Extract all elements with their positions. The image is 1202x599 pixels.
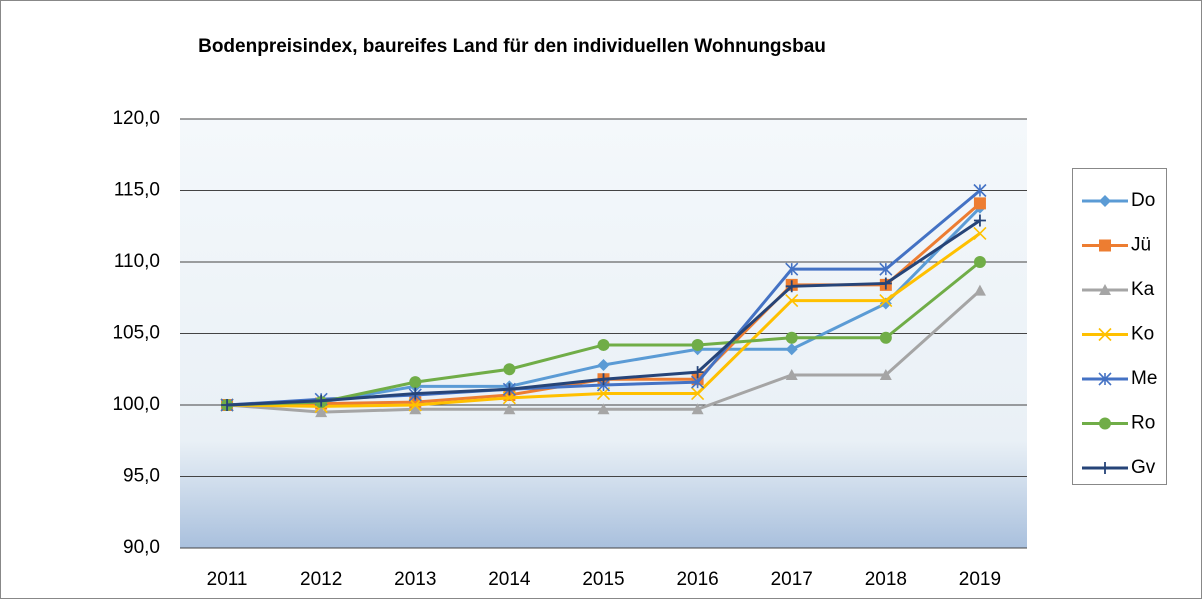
data-point <box>315 394 328 407</box>
data-point <box>785 262 799 276</box>
data-point <box>691 366 704 379</box>
data-point <box>503 383 516 396</box>
y-tick-label: 95,0 <box>123 466 160 487</box>
data-point <box>597 373 610 386</box>
x-tick-label: 2014 <box>488 569 531 590</box>
legend-marker <box>1099 284 1111 295</box>
y-tick-label: 115,0 <box>114 180 160 201</box>
legend-label: Ko <box>1131 324 1154 345</box>
legend-marker <box>1099 195 1111 207</box>
data-point <box>315 406 328 418</box>
data-point <box>879 331 892 344</box>
data-point <box>221 399 234 411</box>
x-tick-label: 2015 <box>582 569 624 590</box>
data-point <box>785 280 798 293</box>
legend-label: Do <box>1131 190 1155 211</box>
legend-marker <box>1099 462 1111 474</box>
data-point <box>691 386 705 401</box>
data-point <box>973 284 986 296</box>
data-point <box>691 338 704 351</box>
data-point <box>879 262 893 276</box>
data-point <box>785 331 798 344</box>
data-point <box>597 338 610 351</box>
data-point <box>691 375 705 389</box>
y-tick-label: 120,0 <box>112 108 160 129</box>
y-tick-label: 105,0 <box>112 323 160 344</box>
data-point <box>597 358 610 371</box>
x-tick-label: 2019 <box>959 569 1001 590</box>
data-point <box>785 343 798 356</box>
legend-marker <box>1098 372 1112 386</box>
legend-box <box>1072 168 1167 485</box>
legend-label: Me <box>1131 368 1157 389</box>
data-point <box>879 277 892 290</box>
legend-label: Gv <box>1131 457 1156 478</box>
data-point <box>785 294 799 308</box>
data-point <box>973 256 986 268</box>
data-point <box>503 403 516 415</box>
data-point <box>879 368 892 380</box>
legend-marker <box>1099 417 1111 430</box>
data-point <box>785 368 798 380</box>
data-point <box>409 403 422 415</box>
data-point <box>973 183 987 198</box>
y-tick-label: 100,0 <box>112 394 160 415</box>
x-tick-label: 2016 <box>676 569 718 590</box>
data-point <box>409 376 422 389</box>
legend-marker <box>1098 327 1112 342</box>
legend-label: Ro <box>1131 413 1155 434</box>
x-tick-label: 2018 <box>865 569 907 590</box>
x-tick-label: 2017 <box>771 569 813 590</box>
y-tick-label: 110,0 <box>114 251 160 272</box>
data-point <box>503 363 516 376</box>
legend-label: Ka <box>1131 279 1155 300</box>
data-point <box>409 387 422 400</box>
data-point <box>597 403 610 415</box>
x-tick-label: 2013 <box>394 569 436 590</box>
legend-marker <box>1099 239 1111 252</box>
y-tick-label: 90,0 <box>123 537 160 558</box>
data-point <box>691 403 704 415</box>
chart-title: Bodenpreisindex, baureifes Land für den … <box>198 36 826 57</box>
data-point <box>973 214 986 227</box>
legend-label: Jü <box>1131 235 1151 256</box>
x-tick-label: 2012 <box>300 569 342 590</box>
x-tick-label: 2011 <box>207 569 248 590</box>
data-point <box>879 294 893 308</box>
data-point <box>973 197 986 210</box>
data-point <box>973 226 987 240</box>
data-point <box>408 398 422 412</box>
